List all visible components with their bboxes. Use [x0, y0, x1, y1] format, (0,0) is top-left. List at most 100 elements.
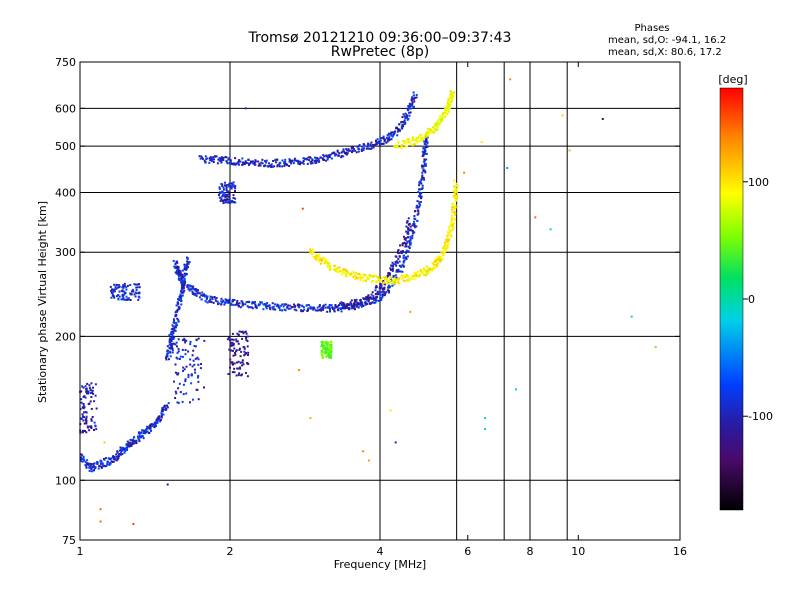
cluster-point: [88, 429, 91, 432]
trace-point: [454, 212, 457, 215]
trace-point: [422, 176, 425, 179]
trace-point: [345, 306, 348, 309]
trace-point: [425, 152, 428, 155]
trace-point: [298, 306, 301, 309]
trace-point: [284, 158, 287, 161]
trace-point: [198, 155, 201, 158]
trace-point: [344, 274, 347, 277]
trace-point: [406, 141, 409, 144]
trace-point: [397, 257, 400, 260]
trace-point: [258, 303, 261, 306]
cluster-point: [179, 391, 182, 394]
cluster-point: [95, 428, 98, 431]
cluster-point: [185, 392, 188, 395]
trace-point: [391, 261, 394, 264]
trace-point: [362, 276, 365, 279]
cluster-point: [200, 363, 202, 365]
cluster-point: [109, 285, 112, 288]
trace-point: [341, 271, 344, 274]
trace-point: [84, 464, 87, 467]
cluster-point: [234, 197, 237, 200]
trace-point: [422, 273, 425, 276]
cluster-point: [92, 392, 95, 395]
trace-point: [314, 159, 317, 162]
trace-point: [392, 281, 395, 284]
trace-point: [107, 461, 110, 464]
trace-point: [425, 135, 428, 138]
trace-point: [248, 301, 251, 304]
trace-point: [287, 307, 290, 310]
trace-point: [450, 235, 453, 238]
cluster-point: [81, 413, 84, 416]
trace-point: [93, 462, 96, 465]
trace-point: [177, 268, 180, 271]
trace-point: [191, 290, 194, 293]
trace-point: [388, 279, 391, 282]
trace-point: [227, 299, 230, 302]
cluster-point: [229, 186, 232, 189]
trace-point: [172, 332, 175, 335]
trace-point: [258, 162, 261, 165]
trace-point: [434, 125, 437, 128]
cluster-point: [320, 340, 323, 343]
scatter-point: [484, 428, 487, 430]
cluster-point: [189, 340, 192, 343]
trace-point: [209, 159, 212, 162]
trace-point: [164, 356, 167, 359]
trace-point: [241, 302, 244, 305]
cluster-point: [221, 191, 224, 194]
trace-point: [451, 99, 454, 102]
trace-point: [374, 293, 377, 295]
trace-point: [354, 308, 356, 311]
trace-point: [446, 113, 449, 116]
cluster-point: [117, 286, 119, 289]
trace-point: [254, 301, 256, 303]
trace-point: [219, 159, 222, 161]
trace-point: [345, 275, 348, 278]
trace-point: [181, 286, 184, 289]
trace-point: [169, 355, 172, 358]
cluster-point: [87, 390, 90, 393]
trace-point: [357, 306, 360, 309]
trace-point: [118, 455, 121, 458]
trace-point: [407, 276, 410, 279]
trace-point: [428, 271, 431, 274]
trace-point: [184, 280, 187, 283]
trace-point: [410, 229, 413, 232]
cluster-point: [321, 348, 324, 350]
trace-point: [254, 163, 257, 166]
trace-point: [326, 260, 329, 263]
trace-point: [412, 274, 415, 277]
cluster-point: [230, 361, 233, 364]
trace-point: [409, 243, 411, 246]
trace-point: [420, 197, 423, 200]
trace-point: [317, 255, 320, 258]
trace-point: [434, 122, 437, 125]
cluster-point: [129, 284, 132, 286]
trace-point: [412, 91, 415, 94]
cluster-point: [224, 201, 227, 204]
trace-point: [172, 338, 175, 340]
trace-point: [369, 144, 372, 147]
trace-point: [451, 96, 454, 99]
trace-point: [312, 250, 315, 253]
cluster-point: [244, 330, 247, 333]
cluster-point: [85, 390, 88, 393]
trace-point: [186, 257, 189, 260]
trace-point: [359, 298, 362, 301]
trace-point: [201, 291, 204, 294]
trace-point: [422, 147, 425, 150]
trace-point: [281, 303, 284, 306]
trace-point: [124, 449, 127, 452]
cluster-point: [225, 186, 228, 189]
trace-point: [377, 299, 380, 302]
cluster-point: [243, 350, 246, 353]
cluster-point: [321, 351, 324, 354]
cluster-point: [226, 193, 229, 196]
cluster-point: [177, 350, 180, 353]
trace-point: [318, 305, 321, 308]
cluster-point: [187, 376, 190, 379]
trace-point: [392, 275, 395, 278]
trace-point: [391, 269, 394, 272]
